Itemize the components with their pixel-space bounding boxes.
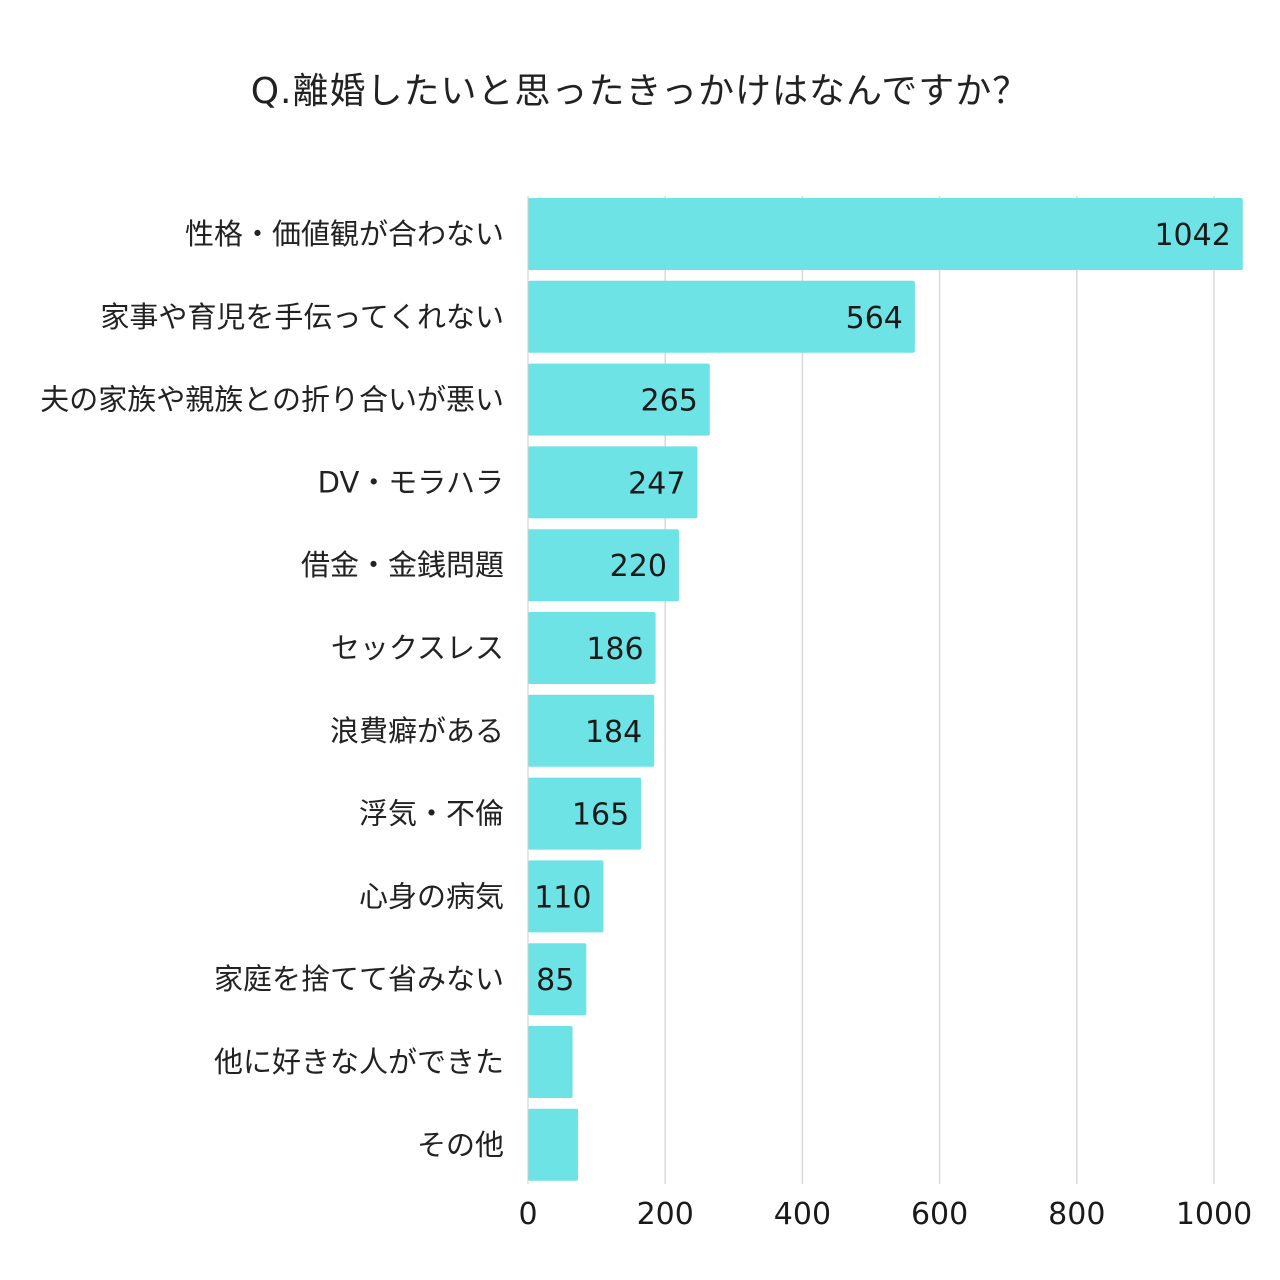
bar — [528, 860, 604, 933]
data-label: 85 — [536, 963, 574, 998]
data-label: 564 — [846, 301, 903, 336]
x-tick-label: 800 — [1048, 1197, 1105, 1232]
bar — [528, 446, 698, 519]
category-label: その他 — [417, 1128, 504, 1162]
category-label: 借金・金銭問題 — [301, 548, 504, 582]
category-label: DV・モラハラ — [318, 465, 504, 499]
x-tick-label: 1000 — [1176, 1197, 1252, 1232]
category-label: セックスレス — [331, 631, 504, 665]
category-label: 性格・価値観が合わない — [185, 217, 504, 251]
data-label: 165 — [572, 798, 629, 833]
data-label: 1042 — [1154, 218, 1230, 253]
category-label: 浮気・不倫 — [359, 797, 504, 831]
category-label: 夫の家族や親族との折り合いが悪い — [40, 383, 504, 417]
category-label: 家事や育児を手伝ってくれない — [100, 300, 504, 334]
bar — [528, 1026, 573, 1098]
bar — [528, 943, 587, 1016]
x-tick-label: 600 — [911, 1197, 968, 1232]
data-label: 184 — [585, 715, 642, 750]
data-label: 186 — [586, 632, 643, 667]
category-label: 心身の病気 — [359, 879, 504, 913]
chart-title: Q.離婚したいと思ったきっかけはなんですか？ — [250, 71, 1030, 112]
bar — [528, 529, 679, 602]
bar — [528, 198, 1243, 270]
data-label: 247 — [628, 466, 685, 501]
bar — [528, 363, 710, 436]
category-label: 他に好きな人ができた — [214, 1045, 504, 1079]
category-label: 家庭を捨てて省みない — [214, 962, 504, 996]
bar — [528, 612, 656, 684]
x-tick-label: 200 — [637, 1197, 694, 1232]
bar — [528, 777, 642, 850]
data-label: 265 — [641, 384, 698, 419]
x-tick-label: 400 — [774, 1197, 831, 1232]
bar — [528, 280, 915, 353]
bar — [528, 694, 655, 767]
x-tick-label: 0 — [518, 1197, 537, 1232]
data-label: 110 — [534, 880, 591, 915]
bar — [528, 1108, 579, 1181]
data-label: 220 — [610, 549, 667, 584]
category-label: 浪費癖がある — [330, 714, 504, 748]
